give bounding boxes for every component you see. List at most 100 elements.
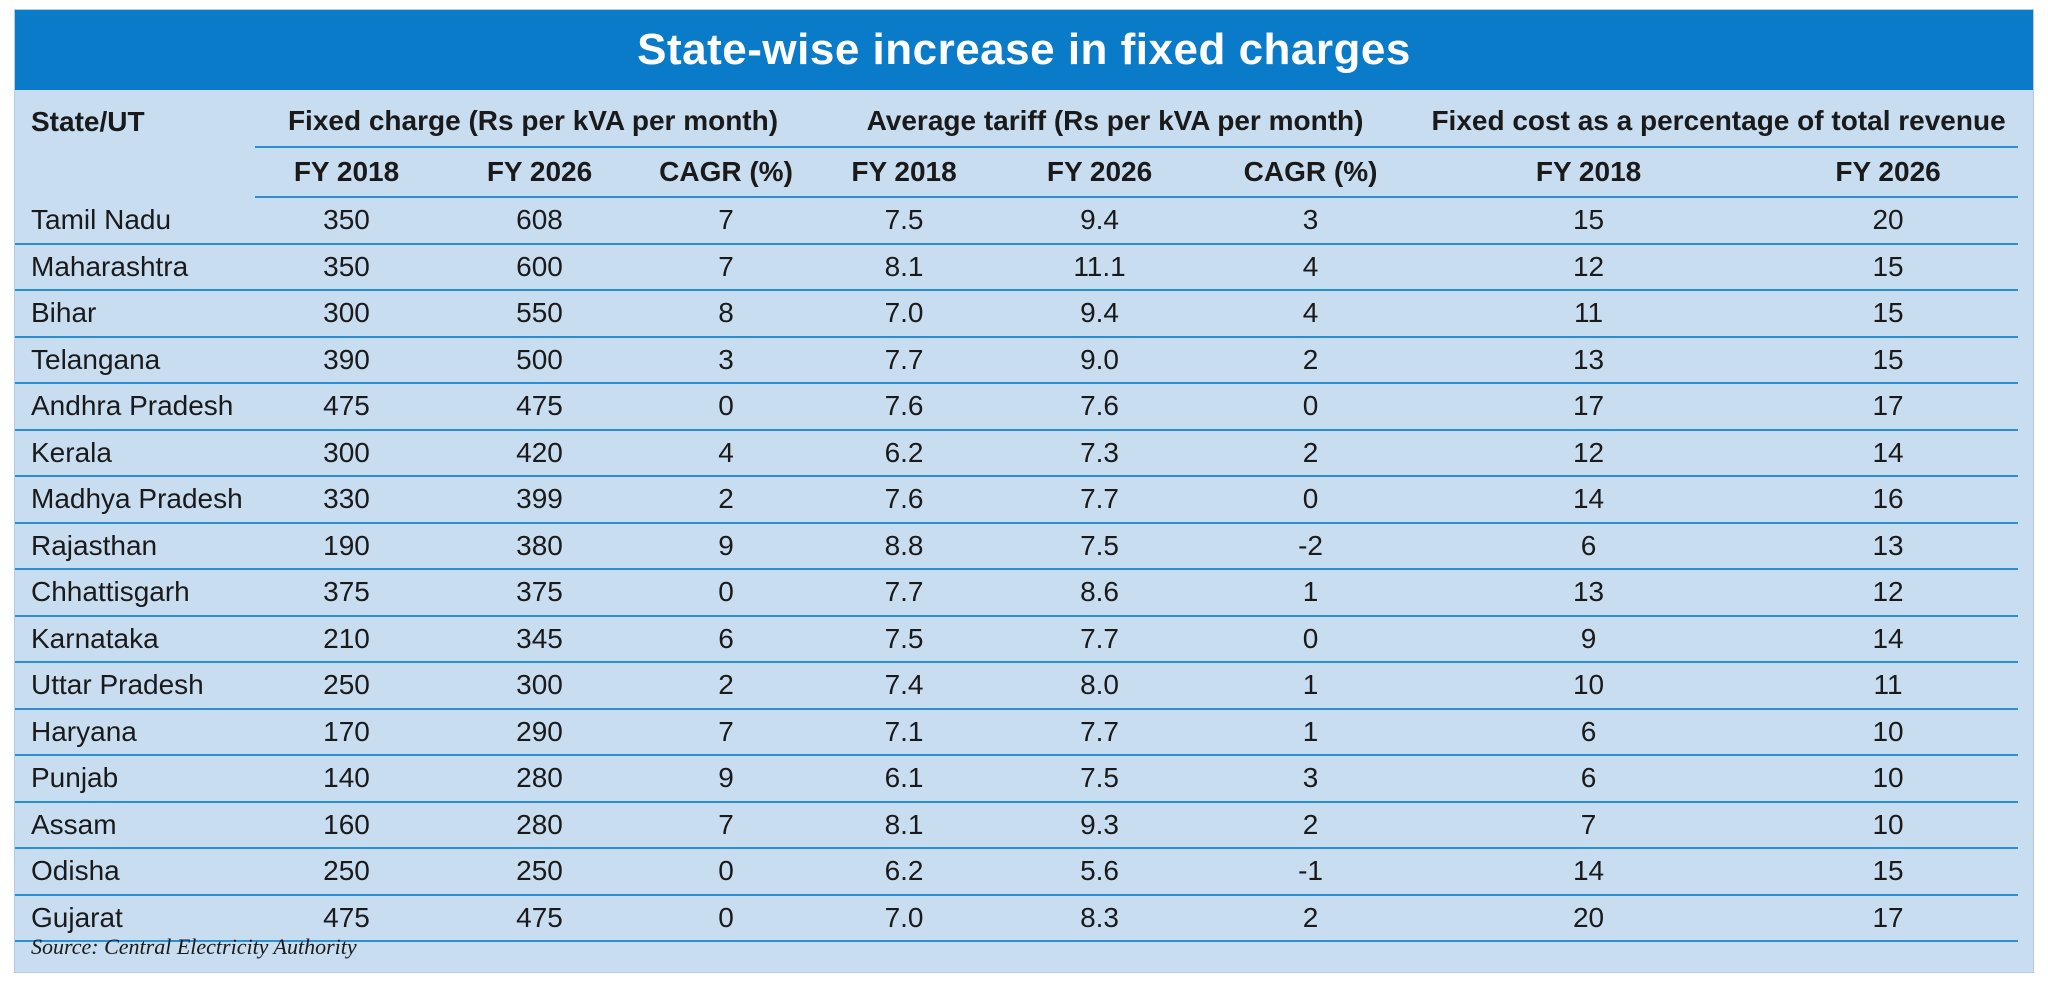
fixed-charge-fy2026: 290 — [438, 708, 641, 756]
avg-tariff-fy2026: 9.0 — [997, 336, 1203, 384]
fixed-charge-fy2026: 608 — [438, 197, 641, 245]
table-row: Assam 160 280 7 8.1 9.3 2 7 10 — [15, 801, 2019, 849]
fixed-charge-cagr: 0 — [641, 848, 812, 896]
avg-tariff-fy2026: 9.4 — [997, 290, 1203, 338]
header-fc-cagr: CAGR (%) — [641, 147, 812, 198]
avg-tariff-fy2018: 6.2 — [811, 848, 998, 896]
table-row: Karnataka 210 345 6 7.5 7.7 0 9 14 — [15, 615, 2019, 663]
avg-tariff-fy2018: 7.4 — [811, 662, 998, 710]
fixed-charge-fy2018: 330 — [255, 476, 438, 524]
fixed-cost-pct-fy2018: 13 — [1419, 569, 1759, 617]
header-fixed-charge: Fixed charge (Rs per kVA per month) — [255, 96, 812, 148]
fixed-charge-fy2018: 475 — [255, 894, 438, 942]
fixed-charge-fy2018: 475 — [255, 383, 438, 431]
fixed-cost-pct-fy2018: 6 — [1419, 522, 1759, 570]
state-name: Madhya Pradesh — [15, 476, 255, 524]
fixed-charge-fy2018: 160 — [255, 801, 438, 849]
table-row: Telangana 390 500 3 7.7 9.0 2 13 15 — [15, 336, 2019, 384]
fixed-cost-pct-fy2018: 15 — [1419, 197, 1759, 245]
avg-tariff-fy2018: 8.8 — [811, 522, 998, 570]
fixed-charge-cagr: 3 — [641, 336, 812, 384]
avg-tariff-fy2018: 7.6 — [811, 476, 998, 524]
state-name: Telangana — [15, 336, 255, 384]
avg-tariff-fy2026: 7.5 — [997, 522, 1203, 570]
state-name: Odisha — [15, 848, 255, 896]
table-row: Andhra Pradesh 475 475 0 7.6 7.6 0 17 17 — [15, 383, 2019, 431]
fixed-cost-pct-fy2018: 17 — [1419, 383, 1759, 431]
state-name: Andhra Pradesh — [15, 383, 255, 431]
fixed-charge-cagr: 9 — [641, 522, 812, 570]
fixed-cost-pct-fy2018: 12 — [1419, 429, 1759, 477]
avg-tariff-cagr: 0 — [1202, 476, 1420, 524]
fixed-cost-pct-fy2018: 6 — [1419, 708, 1759, 756]
fixed-cost-pct-fy2026: 15 — [1758, 243, 2019, 291]
state-name: Chhattisgarh — [15, 569, 255, 617]
header-blank — [15, 147, 255, 197]
avg-tariff-fy2026: 8.3 — [997, 894, 1203, 942]
avg-tariff-fy2026: 9.4 — [997, 197, 1203, 245]
avg-tariff-cagr: 1 — [1202, 662, 1420, 710]
fixed-cost-pct-fy2026: 14 — [1758, 615, 2019, 663]
avg-tariff-fy2026: 8.6 — [997, 569, 1203, 617]
avg-tariff-fy2026: 8.0 — [997, 662, 1203, 710]
header-fc-fy2018: FY 2018 — [255, 147, 438, 198]
avg-tariff-fy2026: 7.5 — [997, 755, 1203, 803]
fixed-cost-pct-fy2026: 16 — [1758, 476, 2019, 524]
fixed-charge-fy2026: 475 — [438, 894, 641, 942]
header-group-row: State/UT Fixed charge (Rs per kVA per mo… — [15, 96, 2019, 148]
state-name: Uttar Pradesh — [15, 662, 255, 710]
fixed-charge-fy2026: 300 — [438, 662, 641, 710]
fixed-charge-cagr: 7 — [641, 708, 812, 756]
fixed-charge-fy2018: 350 — [255, 243, 438, 291]
fixed-cost-pct-fy2018: 13 — [1419, 336, 1759, 384]
avg-tariff-fy2026: 7.7 — [997, 476, 1203, 524]
fixed-charge-fy2026: 399 — [438, 476, 641, 524]
fixed-cost-pct-fy2026: 11 — [1758, 662, 2019, 710]
fixed-charge-fy2026: 280 — [438, 755, 641, 803]
avg-tariff-fy2026: 7.7 — [997, 615, 1203, 663]
fixed-charge-fy2018: 300 — [255, 429, 438, 477]
state-name: Karnataka — [15, 615, 255, 663]
avg-tariff-cagr: 4 — [1202, 290, 1420, 338]
table-row: Kerala 300 420 4 6.2 7.3 2 12 14 — [15, 429, 2019, 477]
avg-tariff-fy2018: 7.5 — [811, 197, 998, 245]
avg-tariff-cagr: 2 — [1202, 336, 1420, 384]
fixed-cost-pct-fy2026: 15 — [1758, 848, 2019, 896]
fixed-cost-pct-fy2026: 10 — [1758, 755, 2019, 803]
fixed-charge-cagr: 0 — [641, 383, 812, 431]
fixed-charge-fy2026: 375 — [438, 569, 641, 617]
table-row: Odisha 250 250 0 6.2 5.6 -1 14 15 — [15, 848, 2019, 896]
avg-tariff-fy2018: 7.5 — [811, 615, 998, 663]
table-body: Tamil Nadu 350 608 7 7.5 9.4 3 15 20 Maharashtra 3… — [15, 197, 2019, 942]
fixed-charge-fy2026: 500 — [438, 336, 641, 384]
fixed-cost-pct-fy2026: 17 — [1758, 894, 2019, 942]
header-average-tariff: Average tariff (Rs per kVA per month) — [811, 96, 1420, 148]
header-at-fy2026: FY 2026 — [997, 147, 1203, 198]
fixed-cost-pct-fy2018: 12 — [1419, 243, 1759, 291]
avg-tariff-cagr: 2 — [1202, 801, 1420, 849]
fixed-cost-pct-fy2026: 14 — [1758, 429, 2019, 477]
fixed-charge-fy2026: 550 — [438, 290, 641, 338]
fixed-charge-cagr: 2 — [641, 476, 812, 524]
table-row: Madhya Pradesh 330 399 2 7.6 7.7 0 14 16 — [15, 476, 2019, 524]
state-name: Tamil Nadu — [15, 197, 255, 245]
state-name: Bihar — [15, 290, 255, 338]
state-name: Gujarat — [15, 894, 255, 942]
header-at-cagr: CAGR (%) — [1202, 147, 1420, 198]
fixed-charge-cagr: 8 — [641, 290, 812, 338]
fixed-charge-fy2026: 475 — [438, 383, 641, 431]
avg-tariff-fy2026: 9.3 — [997, 801, 1203, 849]
fixed-charge-fy2026: 600 — [438, 243, 641, 291]
fixed-cost-pct-fy2026: 13 — [1758, 522, 2019, 570]
fixed-cost-pct-fy2026: 20 — [1758, 197, 2019, 245]
avg-tariff-cagr: 0 — [1202, 383, 1420, 431]
avg-tariff-fy2018: 8.1 — [811, 801, 998, 849]
avg-tariff-fy2026: 7.7 — [997, 708, 1203, 756]
avg-tariff-fy2018: 7.0 — [811, 894, 998, 942]
fixed-charge-cagr: 2 — [641, 662, 812, 710]
avg-tariff-cagr: -2 — [1202, 522, 1420, 570]
fixed-charge-fy2018: 300 — [255, 290, 438, 338]
header-state: State/UT — [31, 105, 145, 137]
avg-tariff-cagr: -1 — [1202, 848, 1420, 896]
avg-tariff-cagr: 0 — [1202, 615, 1420, 663]
